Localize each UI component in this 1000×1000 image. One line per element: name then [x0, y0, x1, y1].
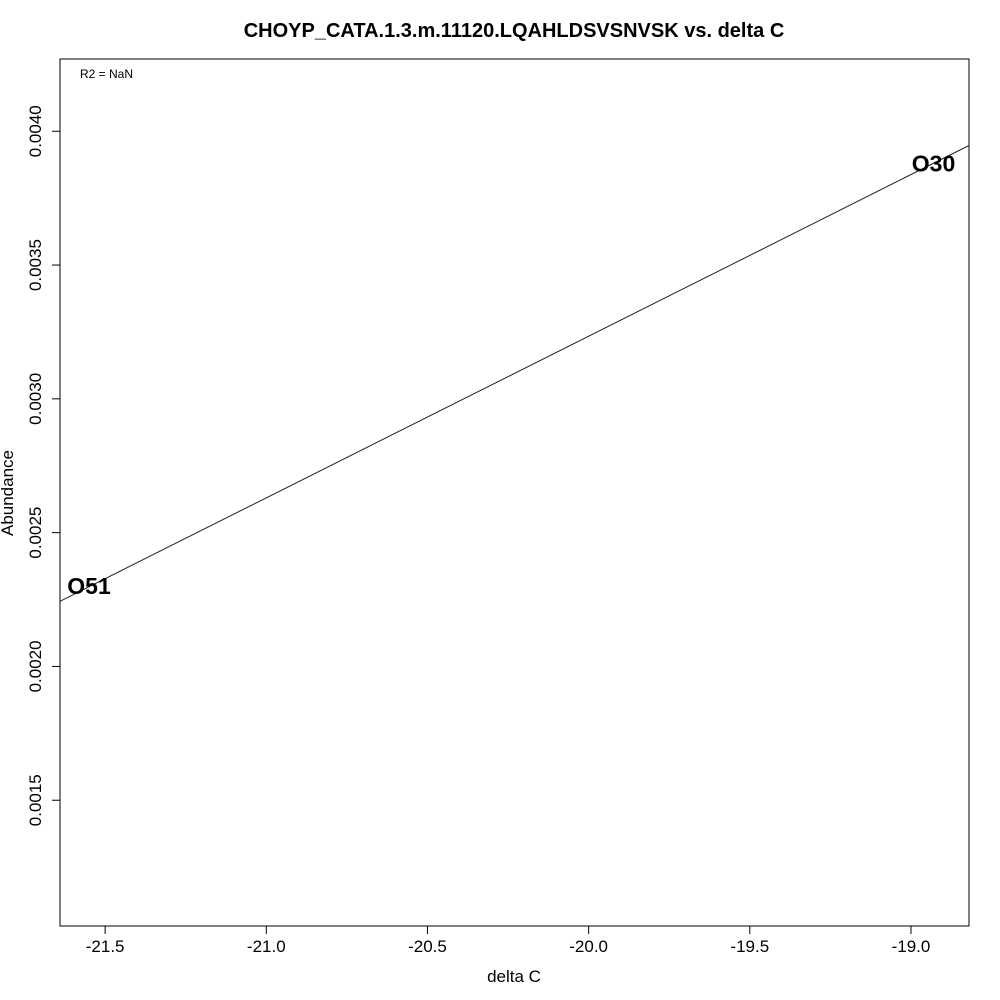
x-tick-label: -20.0	[569, 937, 608, 956]
y-tick-label: 0.0015	[26, 774, 45, 826]
regression-line	[59, 145, 970, 602]
x-tick-label: -20.5	[408, 937, 447, 956]
x-axis-label: delta C	[487, 967, 541, 986]
x-tick-label: -19.5	[730, 937, 769, 956]
plot-frame	[59, 58, 970, 927]
y-tick-label: 0.0040	[26, 105, 45, 157]
x-tick-label: -21.5	[86, 937, 125, 956]
r2-annotation: R2 = NaN	[80, 67, 133, 81]
y-tick-label: 0.0035	[26, 239, 45, 291]
x-tick-label: -19.0	[892, 937, 931, 956]
chart-title: CHOYP_CATA.1.3.m.11120.LQAHLDSVSNVSK vs.…	[244, 20, 785, 42]
y-tick-label: 0.0030	[26, 373, 45, 425]
x-tick-label: -21.0	[247, 937, 286, 956]
data-point-label: O51	[67, 573, 111, 599]
data-point-label: O30	[912, 150, 955, 176]
y-axis-label: Abundance	[0, 450, 17, 536]
y-axis: 0.0015 0.0020 0.0025 0.0030 0.0035 0.0040	[26, 105, 61, 826]
y-tick-label: 0.0025	[26, 507, 45, 559]
y-tick-label: 0.0020	[26, 640, 45, 692]
x-axis: -21.5 -21.0 -20.5 -20.0 -19.5 -19.0	[86, 925, 931, 956]
plot-area: O51 O30	[59, 145, 970, 602]
